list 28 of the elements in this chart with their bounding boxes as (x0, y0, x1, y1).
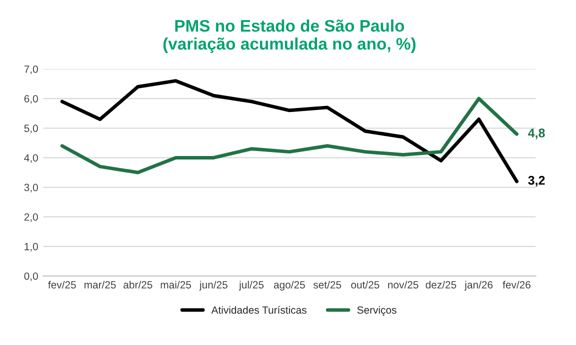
x-tick-label: fev/26 (502, 280, 530, 289)
line-series (60, 96, 518, 174)
y-tick-label: 2,0 (24, 213, 38, 222)
legend-label: Serviços (357, 306, 396, 316)
x-tick-label: jan/26 (464, 280, 493, 291)
x-tick-label: fev/25 (48, 280, 76, 289)
y-tick-label: 3,0 (24, 184, 38, 192)
x-tick-label: ago/25 (274, 280, 305, 291)
data-label: 3,2 (528, 176, 545, 187)
y-tick-label: 7,0 (24, 66, 38, 74)
x-tick-label: mar/25 (84, 280, 116, 289)
y-tick-label: 6,0 (24, 95, 38, 104)
x-tick-label: jun/25 (199, 280, 228, 291)
y-tick-label: 4,0 (24, 154, 38, 163)
x-tick-label: dez/25 (426, 280, 456, 289)
chart-title: PMS no Estado de São Paulo (variação acumulada no ano, %) (163, 20, 416, 54)
y-tick-label: 0,0 (24, 272, 38, 282)
data-label: 4,8 (528, 128, 545, 140)
y-tick-label: 1,0 (24, 242, 38, 252)
x-tick-label: mai/25 (160, 280, 191, 289)
x-tick-label: set/25 (313, 280, 342, 289)
y-tick-label: 5,0 (24, 124, 38, 134)
line-series (60, 79, 518, 184)
x-tick-label: abr/25 (124, 280, 152, 289)
x-tick-label: jul/25 (238, 280, 264, 291)
x-tick-label: out/25 (351, 280, 380, 289)
legend-label: Atividades Turísticas (211, 306, 306, 314)
x-tick-label: nov/25 (388, 280, 418, 289)
